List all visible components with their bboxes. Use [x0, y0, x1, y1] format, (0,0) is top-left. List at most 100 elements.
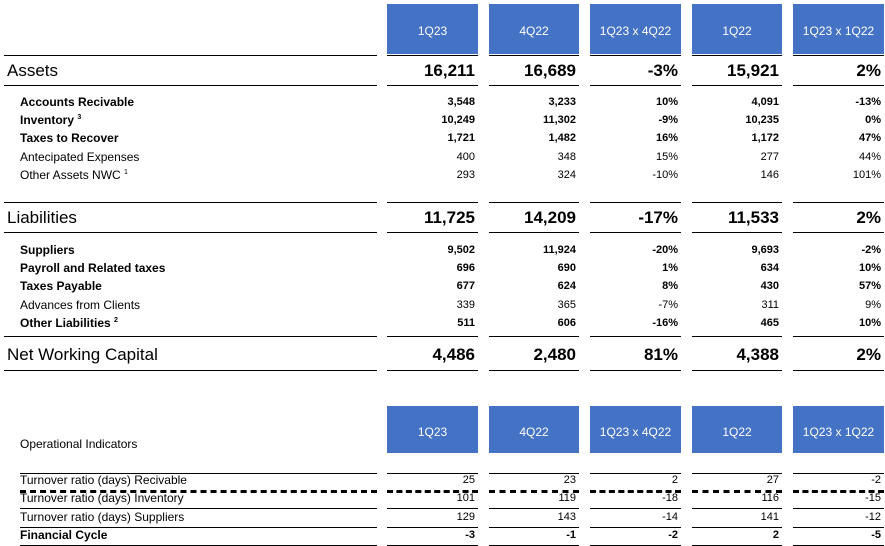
main-header-1q23-vs-4q22: 1Q23 x 4Q22 — [590, 4, 681, 54]
ops-cell-1q23: 25 — [462, 474, 475, 486]
ops-dash-under-recivable-1q23-vs-4q22 — [590, 491, 681, 493]
ops-dash-under-recivable-4q22 — [489, 491, 579, 493]
assets-cell-1q23-vs-1q22: 0% — [865, 114, 881, 127]
ops-dash-under-recivable-label — [20, 491, 377, 493]
nwc-top-rule-1q23-vs-1q22 — [793, 336, 884, 337]
ops-dash-under-recivable-1q23 — [387, 491, 478, 493]
ops-dash-under-recivable-1q23-vs-1q22 — [793, 491, 884, 493]
assets-cell-4q22: 1,482 — [548, 132, 576, 145]
liabilities-cell-1q23-vs-4q22: -16% — [652, 316, 678, 329]
nwc-value-1q23-vs-4q22: 81% — [643, 345, 678, 364]
ops-cell-4q22: 23 — [563, 474, 576, 486]
liabilities-row-label: Other Liabilities 2 — [20, 316, 118, 330]
ops-cell-4q22: 119 — [558, 492, 576, 505]
assets-row-label: Inventory 3 — [20, 113, 81, 127]
nwc-label: Net Working Capital — [7, 345, 158, 364]
nwc-value-1q22: 4,388 — [736, 345, 779, 364]
assets-cell-4q22: 3,233 — [548, 96, 576, 108]
assets-cell-1q23: 400 — [456, 150, 475, 163]
ops-cell-1q23-vs-4q22: -2 — [668, 528, 678, 541]
nwc-value-4q22: 2,480 — [533, 345, 576, 364]
assets-row-label: Taxes to Recover — [20, 131, 119, 145]
assets-cell-1q22: 277 — [760, 150, 779, 163]
liabilities-cell-4q22: 690 — [557, 262, 576, 275]
nwc-bottom-rule-1q23-vs-4q22 — [590, 370, 681, 371]
assets-top-rule-1q23 — [387, 55, 478, 56]
assets-cell-1q23-vs-4q22: -9% — [658, 114, 678, 127]
ops-rule-0-1q23-vs-4q22 — [590, 473, 681, 474]
assets-cell-1q23-vs-4q22: 10% — [655, 96, 678, 108]
liabilities-cell-1q23: 696 — [456, 262, 475, 275]
liabilities-bottom-rule-1q22 — [692, 232, 782, 233]
liabilities-top-rule-label — [4, 202, 377, 203]
ops-cell-1q22: 116 — [761, 492, 779, 505]
liabilities-cell-1q23: 339 — [456, 298, 475, 311]
nwc-bottom-rule-1q23 — [387, 370, 478, 371]
liabilities-cell-1q23: 9,502 — [447, 244, 475, 256]
ops-row-label: Turnover ratio (days) Suppliers — [20, 510, 184, 524]
row-label-text: Turnover ratio (days) Recivable — [20, 473, 187, 487]
assets-cell-1q23-vs-1q22: 101% — [852, 168, 881, 181]
ops-rule-2-4q22 — [489, 508, 579, 509]
assets-cell-1q23-vs-4q22: 15% — [655, 150, 678, 163]
ops-header-1q23-vs-1q22: 1Q23 x 1Q22 — [793, 406, 884, 453]
main-header-4q22: 4Q22 — [489, 4, 579, 54]
ops-cell-1q23-vs-4q22: -14 — [662, 510, 678, 523]
nwc-top-rule-1q23-vs-4q22 — [590, 336, 681, 337]
footnote-marker: 3 — [77, 114, 82, 122]
assets-cell-1q23-vs-4q22: -10% — [652, 168, 678, 181]
liabilities-cell-1q23-vs-4q22: -7% — [658, 298, 678, 311]
nwc-bottom-rule-1q22 — [692, 370, 782, 371]
assets-value-1q22: 15,921 — [727, 61, 779, 80]
row-label-text: Financial Cycle — [20, 527, 108, 542]
ops-rule-3-1q23-vs-4q22 — [590, 527, 681, 528]
assets-row-label: Antecipated Expenses — [20, 150, 139, 164]
assets-bottom-rule-1q23-vs-4q22 — [590, 85, 681, 86]
liabilities-cell-1q23: 511 — [457, 316, 475, 329]
assets-value-1q23: 16,211 — [423, 61, 475, 80]
ops-rule-2-1q23 — [387, 508, 478, 509]
liabilities-value-4q22: 14,209 — [524, 208, 576, 227]
liabilities-cell-1q23-vs-4q22: -20% — [652, 244, 678, 256]
ops-cell-1q23: 129 — [456, 510, 475, 523]
assets-top-rule-4q22 — [489, 55, 579, 56]
ops-rule-0-1q22 — [692, 473, 782, 474]
liabilities-top-rule-1q22 — [692, 202, 782, 203]
liabilities-bottom-rule-label — [4, 232, 377, 233]
assets-top-rule-label — [4, 55, 377, 56]
liabilities-value-1q22: 11,533 — [727, 208, 779, 227]
ops-header-4q22: 4Q22 — [489, 406, 579, 453]
ops-cell-1q22: 27 — [766, 474, 779, 486]
ops-rule-0-label — [20, 473, 377, 474]
assets-bottom-rule-1q23-vs-1q22 — [793, 85, 884, 86]
assets-cell-1q22: 146 — [760, 168, 779, 181]
assets-cell-1q23: 1,721 — [447, 132, 475, 145]
footnote-marker: 2 — [114, 316, 118, 324]
liabilities-value-1q23-vs-4q22: -17% — [638, 208, 678, 227]
assets-cell-1q23-vs-1q22: 44% — [858, 150, 881, 163]
ops-rule-3-1q23-vs-1q22 — [793, 527, 884, 528]
row-label-text: Antecipated Expenses — [20, 149, 140, 164]
liabilities-cell-1q22: 9,693 — [751, 244, 779, 256]
assets-cell-1q23: 10,249 — [441, 114, 475, 127]
ops-cell-1q22: 2 — [772, 528, 779, 541]
ops-rule-0-1q23-vs-1q22 — [793, 473, 884, 474]
liabilities-cell-4q22: 11,924 — [542, 244, 576, 256]
liabilities-cell-1q22: 311 — [761, 298, 779, 311]
main-header-1q23-vs-1q22: 1Q23 x 1Q22 — [793, 4, 884, 54]
assets-bottom-rule-4q22 — [489, 85, 579, 86]
liabilities-cell-1q23: 677 — [456, 280, 475, 293]
assets-cell-1q22: 10,235 — [745, 114, 779, 127]
ops-rule-0-1q23 — [387, 473, 478, 474]
assets-cell-1q23: 293 — [456, 168, 475, 181]
liabilities-top-rule-1q23-vs-4q22 — [590, 202, 681, 203]
liabilities-cell-1q23-vs-1q22: 10% — [858, 316, 881, 329]
ops-header-1q23: 1Q23 — [387, 406, 478, 453]
nwc-value-1q23: 4,486 — [432, 345, 475, 364]
row-label-text: Inventory — [20, 113, 75, 128]
liabilities-cell-1q23-vs-1q22: 9% — [865, 298, 881, 311]
ops-rule-2-1q23-vs-1q22 — [793, 508, 884, 509]
ops-cell-1q23-vs-1q22: -12 — [865, 510, 881, 523]
ops-rule-3-1q22 — [692, 527, 782, 528]
assets-cell-4q22: 348 — [557, 150, 576, 163]
